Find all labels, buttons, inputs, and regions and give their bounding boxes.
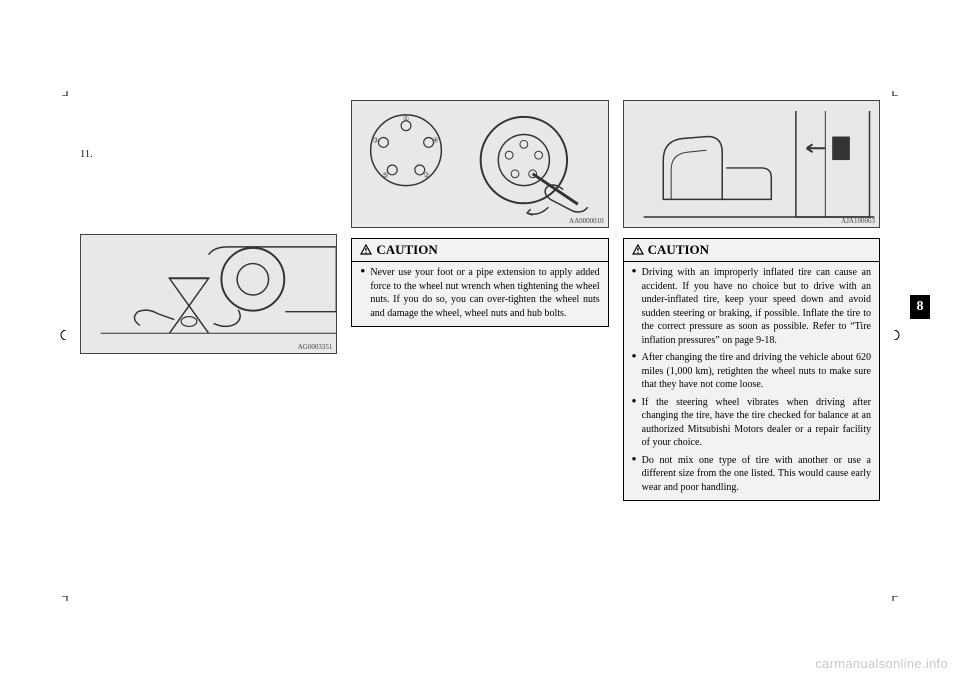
svg-text:④: ④ — [433, 136, 439, 144]
caution-label: CAUTION — [648, 242, 709, 258]
reg-mark-right — [894, 330, 904, 340]
figure-door-label: AJA100063 — [623, 100, 880, 228]
column-1: 11. AG0003351 — [80, 100, 337, 620]
caution-list: Never use your foot or a pipe extension … — [352, 262, 607, 326]
svg-text:⑤: ⑤ — [383, 172, 389, 180]
caution-box-1: CAUTION Never use your foot or a pipe ex… — [351, 238, 608, 327]
watermark: carmanualsonline.info — [815, 656, 948, 671]
warning-icon — [360, 244, 372, 256]
caution-item: Driving with an improperly inflated tire… — [632, 266, 871, 347]
caution-label: CAUTION — [376, 242, 437, 258]
figure-jack: AG0003351 — [80, 234, 337, 354]
caution-item: Never use your foot or a pipe extension … — [360, 266, 599, 320]
crop-mark-tr — [888, 86, 898, 96]
caution-item: After changing the tire and driving the … — [632, 351, 871, 392]
svg-text:③: ③ — [373, 136, 379, 144]
crop-mark-bl — [62, 596, 72, 606]
figure-id: AA0000010 — [569, 217, 604, 225]
chapter-number: 8 — [917, 299, 924, 315]
caution-title: CAUTION — [624, 239, 879, 262]
caution-box-2: CAUTION Driving with an improperly infla… — [623, 238, 880, 501]
crop-mark-br — [888, 596, 898, 606]
figure-id: AJA100063 — [841, 217, 875, 225]
reg-mark-left — [56, 330, 66, 340]
figure-wheel-nuts: ① ④ ② ⑤ ③ AA0000010 — [351, 100, 608, 228]
crop-mark-tl — [62, 86, 72, 96]
caution-title: CAUTION — [352, 239, 607, 262]
caution-list: Driving with an improperly inflated tire… — [624, 262, 879, 500]
step-number: 11. — [80, 148, 93, 163]
column-3: AJA100063 CAUTION Driving with an improp… — [623, 100, 880, 620]
svg-text:①: ① — [403, 115, 409, 123]
caution-item: Do not mix one type of tire with another… — [632, 454, 871, 495]
caution-item: If the steering wheel vibrates when driv… — [632, 396, 871, 450]
page-content: 11. AG0003351 — [80, 100, 880, 620]
svg-text:②: ② — [424, 172, 430, 180]
figure-id: AG0003351 — [298, 343, 333, 351]
warning-icon — [632, 244, 644, 256]
chapter-tab: 8 — [910, 295, 930, 319]
column-2: ① ④ ② ⑤ ③ AA0000010 — [351, 100, 608, 620]
